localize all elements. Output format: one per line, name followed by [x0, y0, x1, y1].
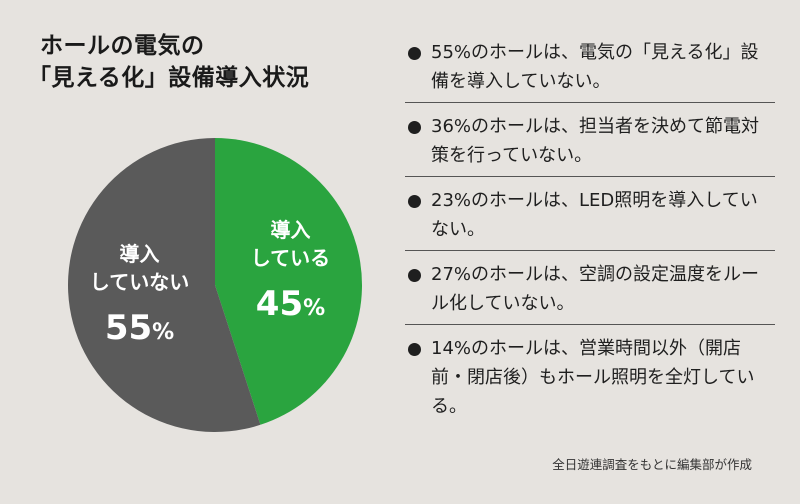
note-text: 36%のホールは、担当者を決めて節電対策を行っていない。	[431, 116, 760, 166]
note-item: 14%のホールは、営業時間以外（開店前・閉店後）もホール照明を全灯している。	[405, 334, 775, 427]
source-note: 全日遊連調査をもとに編集部が作成	[552, 457, 752, 472]
note-text: 55%のホールは、電気の「見える化」設備を導入していない。	[431, 42, 759, 92]
bullet-icon	[408, 269, 421, 282]
note-item: 27%のホールは、空調の設定温度をルール化していない。	[405, 260, 775, 325]
notes-list: 55%のホールは、電気の「見える化」設備を導入していない。 36%のホールは、担…	[405, 38, 775, 436]
note-text: 27%のホールは、空調の設定温度をルール化していない。	[431, 264, 760, 314]
slice-introduced	[215, 138, 362, 425]
chart-title-line2: 「見える化」設備導入状況	[28, 65, 310, 91]
bullet-icon	[408, 47, 421, 60]
slice-label-line1: 導入	[120, 242, 160, 266]
slice-label-line2: している	[251, 246, 330, 270]
note-item: 36%のホールは、担当者を決めて節電対策を行っていない。	[405, 112, 775, 177]
chart-title-line1: ホールの電気の	[40, 33, 205, 59]
note-item: 55%のホールは、電気の「見える化」設備を導入していない。	[405, 38, 775, 103]
bullet-icon	[408, 121, 421, 134]
note-text: 23%のホールは、LED照明を導入していない。	[431, 190, 758, 240]
note-text: 14%のホールは、営業時間以外（開店前・閉店後）もホール照明を全灯している。	[431, 338, 755, 417]
note-item: 23%のホールは、LED照明を導入していない。	[405, 186, 775, 251]
bullet-icon	[408, 195, 421, 208]
slice-label-line1: 導入	[270, 218, 310, 242]
chart-title: ホールの電気の 「見える化」設備導入状況	[28, 30, 309, 94]
bullet-icon	[408, 343, 421, 356]
slice-label-line2: していない	[90, 270, 189, 294]
slice-not-introduced	[67, 138, 261, 433]
